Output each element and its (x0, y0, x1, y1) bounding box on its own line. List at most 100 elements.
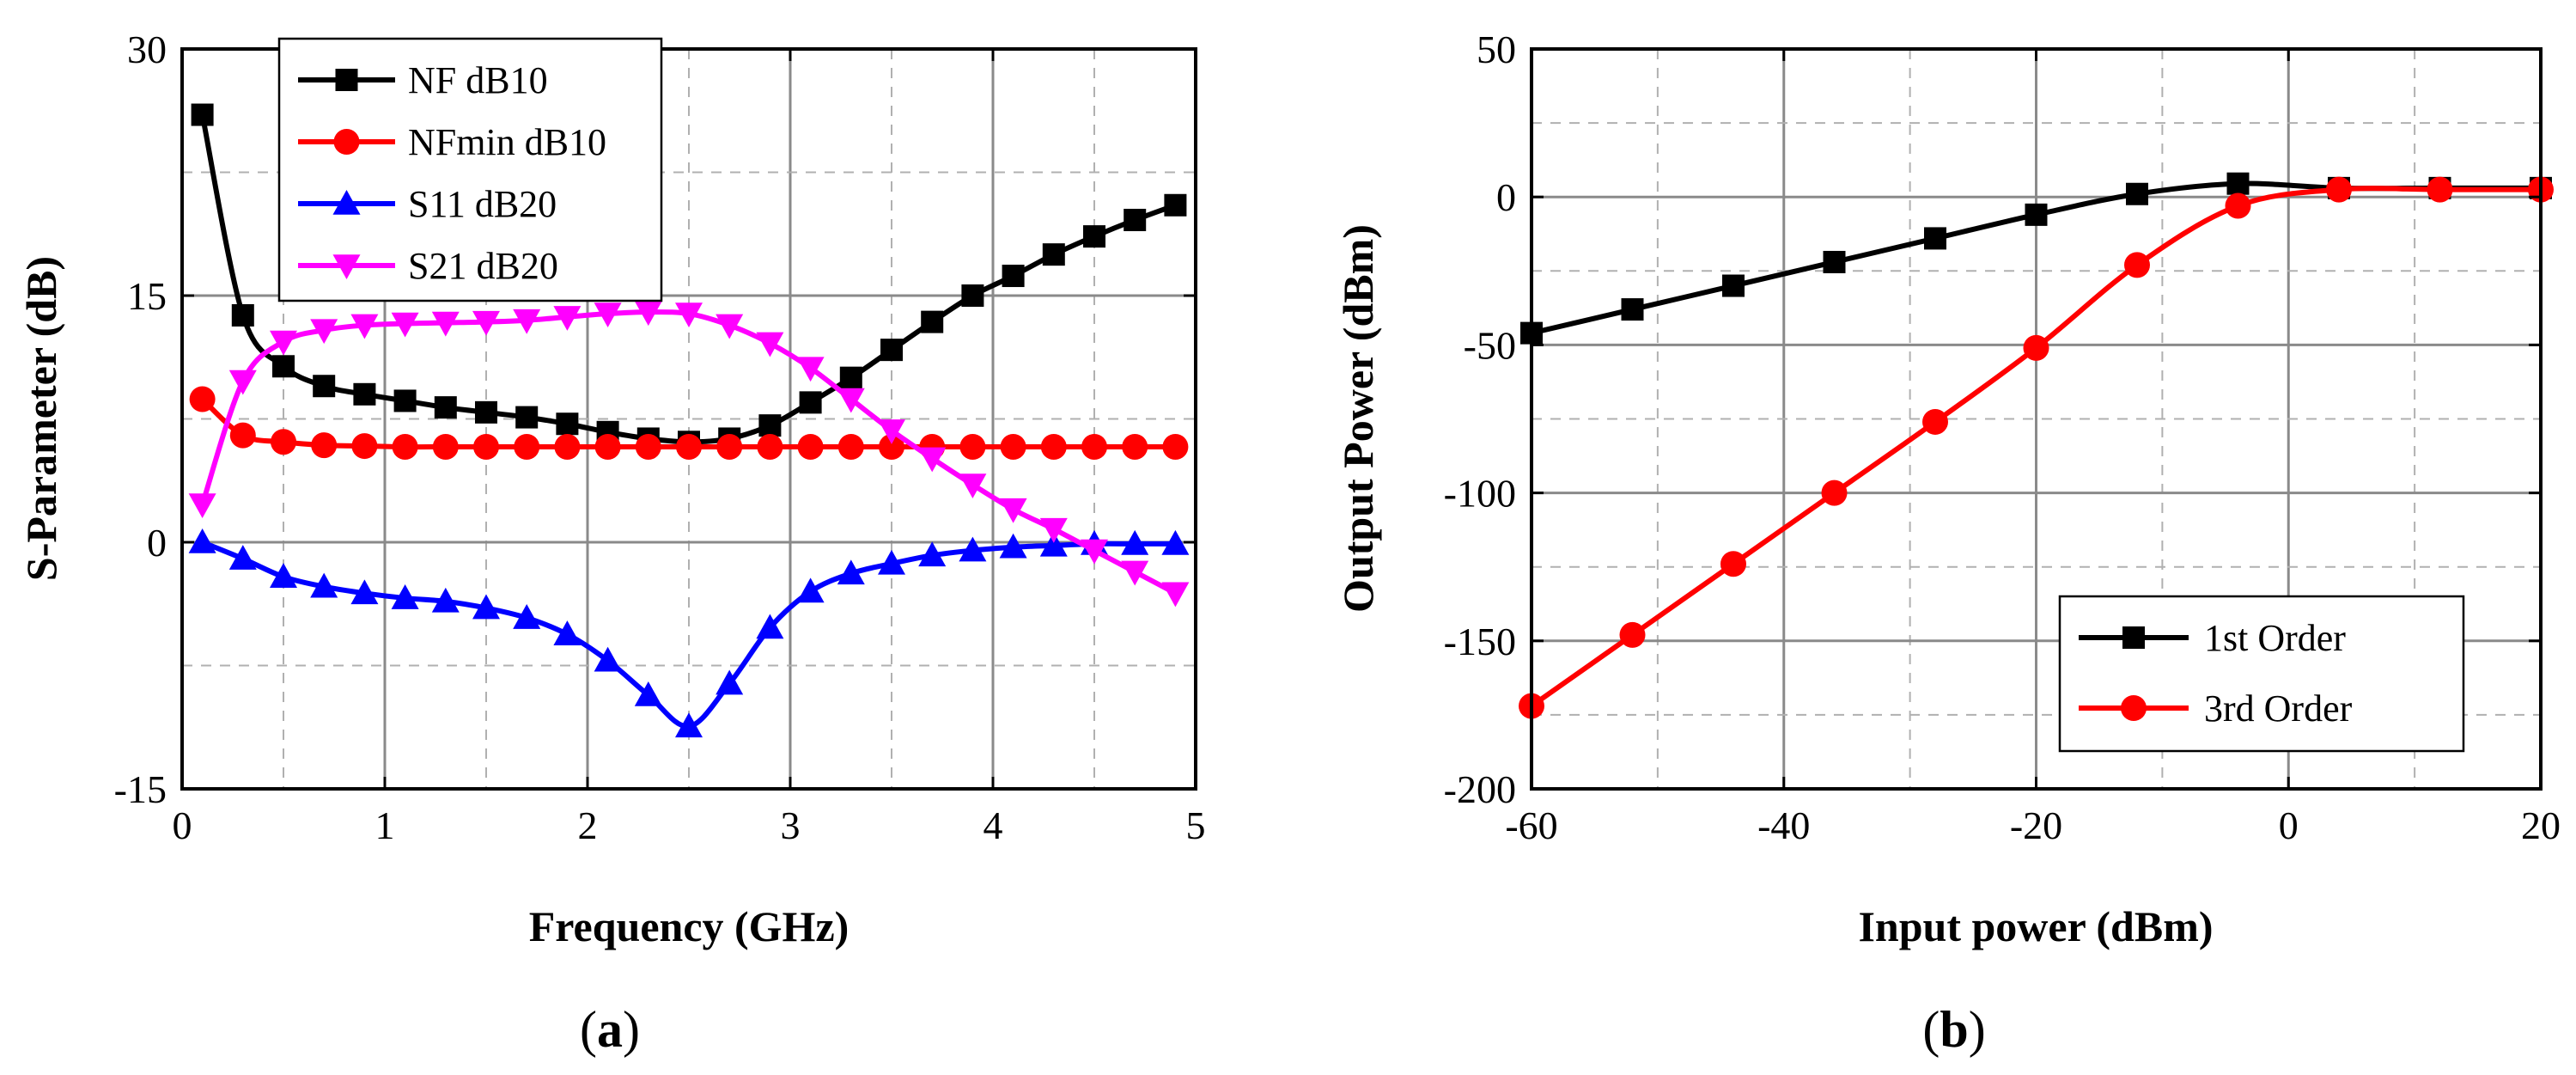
data-point-nf-db10 (839, 366, 862, 389)
data-point-nf-db10 (1083, 225, 1105, 248)
data-point-nfmin-db10 (1122, 434, 1148, 461)
data-point-nf-db10 (353, 382, 376, 406)
data-point-nfmin-db10 (635, 434, 661, 461)
panel-label-b: (b) (1922, 1001, 1985, 1058)
legend-swatch-marker (333, 129, 360, 155)
data-point-nf-db10 (272, 355, 295, 378)
data-point-nfmin-db10 (594, 434, 621, 461)
legend-a: NF dB10 NFmin dB10 S11 dB20 S21 dB20 (277, 37, 663, 302)
panel-label-a-letter: a (597, 1001, 623, 1058)
data-point-s21-db20 (918, 447, 947, 473)
y-tick-label: 50 (1477, 27, 1516, 71)
data-point-nfmin-db10 (879, 434, 904, 461)
y-tick-label: 30 (127, 27, 167, 71)
y-tick-label: -50 (1464, 323, 1516, 367)
panel-label-b-open: ( (1922, 1001, 1940, 1058)
panel-label-a-close: ) (623, 1001, 640, 1058)
data-point-nf-db10 (191, 103, 214, 126)
legend-swatch-marker (332, 254, 361, 279)
data-point-s21-db20 (1081, 539, 1108, 565)
data-point-s21-db20 (878, 419, 905, 444)
x-tick-label: 0 (173, 803, 192, 847)
data-point-s21-db20 (675, 302, 703, 328)
data-point-s21-db20 (391, 312, 419, 338)
data-point-1st-order (2126, 182, 2148, 205)
data-point-3rd-order (1720, 551, 1746, 577)
x-axis-label-a: Frequency (GHz) (529, 902, 850, 950)
data-point-s21-db20 (513, 308, 541, 334)
data-point-nf-db10 (515, 406, 539, 429)
data-point-nfmin-db10 (514, 434, 540, 461)
y-tick-label: 0 (1496, 175, 1516, 219)
x-tick-label: -20 (2010, 803, 2062, 847)
data-point-nf-db10 (961, 284, 984, 307)
data-point-nf-db10 (758, 414, 782, 437)
data-point-s21-db20 (472, 310, 500, 336)
data-point-s11-db20 (472, 594, 500, 620)
y-tick-label: 15 (127, 274, 167, 318)
data-point-nf-db10 (921, 310, 944, 333)
data-point-nf-db10 (393, 389, 417, 412)
data-point-s21-db20 (959, 473, 987, 499)
y-tick-label: -15 (114, 767, 167, 811)
data-point-nf-db10 (799, 391, 822, 414)
data-point-s11-db20 (634, 681, 662, 706)
x-tick-label: -40 (1757, 803, 1810, 847)
data-point-s11-db20 (918, 541, 947, 567)
x-tick-label: 2 (578, 803, 598, 847)
data-point-nf-db10 (231, 303, 254, 327)
data-point-s11-db20 (431, 587, 460, 613)
data-point-s21-db20 (716, 314, 744, 339)
data-point-nfmin-db10 (959, 434, 986, 461)
data-point-s21-db20 (310, 319, 338, 345)
data-point-nfmin-db10 (837, 434, 864, 461)
data-point-s11-db20 (837, 559, 865, 585)
y-tick-label: 0 (147, 521, 167, 565)
data-point-3rd-order (1922, 408, 1948, 435)
panel-label-b-close: ) (1969, 1001, 1986, 1058)
y-axis-label-a: S-Parameter (dB) (17, 256, 65, 581)
x-axis-label-b: Input power (dBm) (1858, 902, 2213, 950)
legend-b: 1st Order 3rd Order (2058, 595, 2465, 753)
data-point-s11-db20 (716, 669, 744, 695)
legend-entry-label: S21 dB20 (408, 245, 558, 287)
data-point-s11-db20 (1121, 529, 1149, 555)
data-point-s21-db20 (1039, 517, 1068, 543)
legend-entry-label: 3rd Order (2204, 687, 2353, 730)
legend-swatch-marker (2121, 695, 2147, 721)
data-point-1st-order (1924, 227, 1946, 250)
data-point-s11-db20 (391, 584, 419, 609)
data-point-s11-db20 (1039, 531, 1068, 557)
data-point-3rd-order (2124, 252, 2150, 278)
series-clip-b (1519, 172, 2554, 719)
data-point-s21-db20 (594, 302, 622, 328)
data-point-nfmin-db10 (676, 434, 702, 461)
data-point-s21-db20 (756, 332, 784, 357)
data-point-nfmin-db10 (757, 434, 783, 461)
legend-box (2058, 595, 2465, 753)
data-point-nfmin-db10 (554, 434, 581, 461)
data-point-s11-db20 (999, 533, 1027, 559)
data-point-nfmin-db10 (473, 434, 499, 461)
data-point-nfmin-db10 (797, 434, 824, 461)
data-point-1st-order (1621, 298, 1644, 321)
data-point-nfmin-db10 (1000, 434, 1026, 461)
data-point-s11-db20 (756, 614, 784, 639)
data-point-s21-db20 (634, 301, 662, 327)
legend-swatch-marker (2122, 626, 2145, 649)
data-point-s21-db20 (1121, 560, 1149, 586)
data-point-nf-db10 (434, 396, 457, 419)
data-point-s11-db20 (796, 577, 825, 603)
data-point-nf-db10 (1042, 243, 1065, 266)
data-point-3rd-order (2023, 334, 2049, 361)
data-point-s21-db20 (553, 306, 582, 331)
data-point-s21-db20 (431, 311, 460, 337)
data-point-s21-db20 (350, 314, 379, 339)
data-point-s21-db20 (999, 498, 1027, 523)
y-axis-label-b: Output Power (dBm) (1334, 224, 1382, 613)
